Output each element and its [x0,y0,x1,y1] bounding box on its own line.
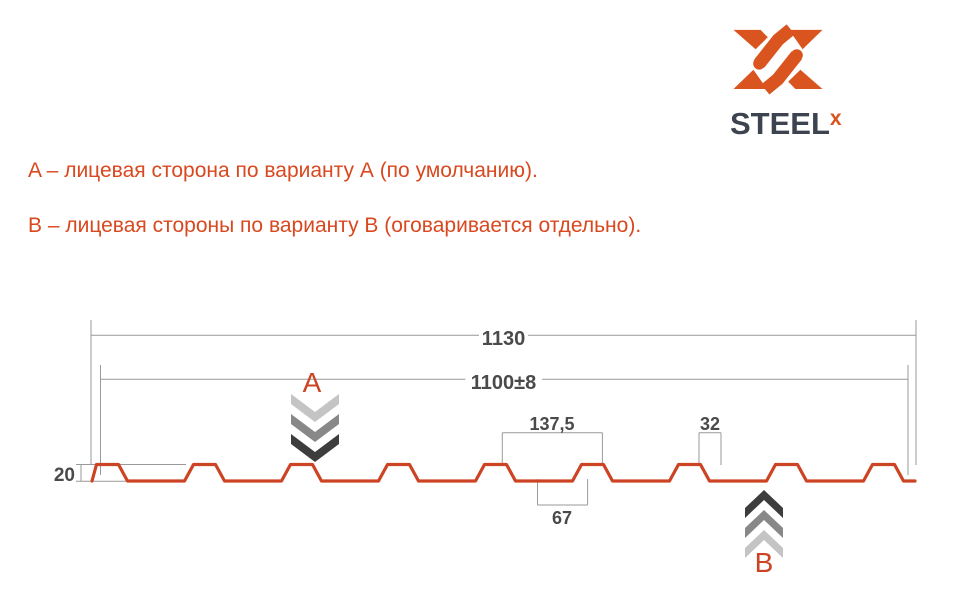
svg-text:67: 67 [552,508,572,528]
svg-text:20: 20 [54,465,75,486]
svg-text:B: B [755,547,774,578]
svg-text:137,5: 137,5 [529,414,574,434]
svg-text:A: A [303,367,322,398]
svg-text:1130: 1130 [482,328,525,350]
svg-text:1100±8: 1100±8 [471,372,537,394]
svg-text:32: 32 [700,414,720,434]
